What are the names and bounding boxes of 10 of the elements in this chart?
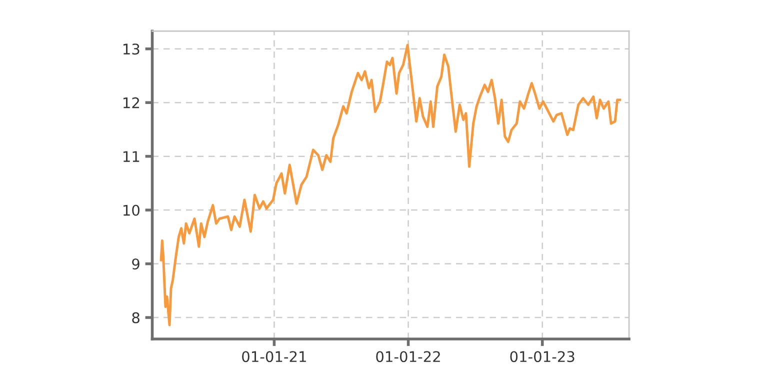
- y-tick-label: 8: [132, 312, 140, 324]
- y-tick-label: 10: [124, 204, 140, 216]
- x-tick-label: 01-01-22: [376, 351, 440, 362]
- line-series: [160, 44, 622, 326]
- x-tick-label: 01-01-21: [242, 351, 306, 362]
- y-tick-label: 12: [124, 97, 139, 108]
- x-tick-label: 01-01-23: [510, 351, 574, 362]
- y-tick-label: 11: [124, 151, 140, 162]
- y-tick-label: 13: [124, 44, 140, 55]
- y-tick-label: 9: [132, 258, 140, 270]
